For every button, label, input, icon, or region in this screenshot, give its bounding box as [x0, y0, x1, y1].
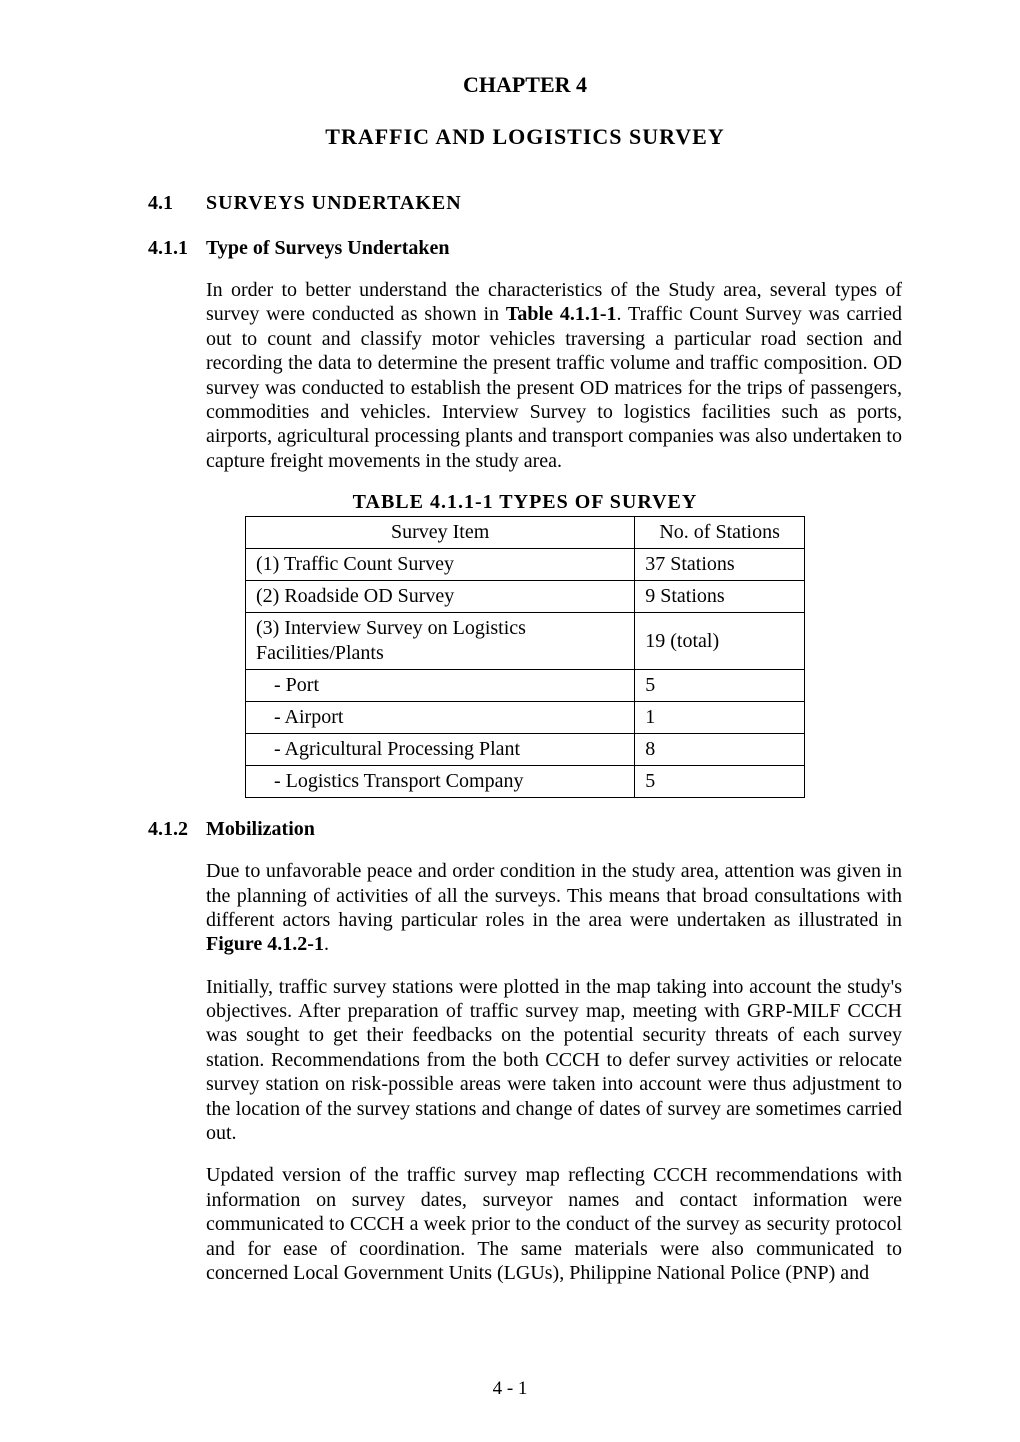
table-header-row: Survey Item No. of Stations: [246, 517, 805, 549]
table-row: - Agricultural Processing Plant8: [246, 734, 805, 766]
section-4-1-2-paragraph-2: Initially, traffic survey stations were …: [206, 975, 902, 1146]
figure-ref: Figure 4.1.2-1: [206, 933, 324, 955]
table-4-1-1-1: Survey Item No. of Stations (1) Traffic …: [245, 516, 805, 798]
para-text-post: .: [324, 933, 329, 955]
subsection-title: Type of Surveys Undertaken: [206, 237, 450, 260]
table-cell-count: 1: [635, 702, 805, 734]
table-cell-item: - Airport: [246, 702, 635, 734]
chapter-subtitle: TRAFFIC AND LOGISTICS SURVEY: [148, 124, 902, 150]
table-cell-count: 37 Stations: [635, 549, 805, 581]
section-number: 4.1: [148, 192, 206, 215]
chapter-title: CHAPTER 4: [148, 72, 902, 98]
section-4-1-heading: 4.1 SURVEYS UNDERTAKEN: [148, 192, 902, 215]
table-row: (1) Traffic Count Survey37 Stations: [246, 549, 805, 581]
table-4-1-1-1-caption: TABLE 4.1.1-1 TYPES OF SURVEY: [148, 491, 902, 514]
subsection-title: Mobilization: [206, 818, 315, 841]
section-4-1-2-paragraph-3: Updated version of the traffic survey ma…: [206, 1163, 902, 1285]
table-cell-item: - Logistics Transport Company: [246, 766, 635, 798]
subsection-number: 4.1.2: [148, 818, 206, 841]
para-text-pre: Due to unfavorable peace and order condi…: [206, 860, 902, 931]
table-cell-item: - Port: [246, 670, 635, 702]
page-number: 4 - 1: [0, 1378, 1020, 1400]
table-cell-count: 19 (total): [635, 613, 805, 670]
table-row: - Airport1: [246, 702, 805, 734]
table-row: (2) Roadside OD Survey9 Stations: [246, 581, 805, 613]
table-row: - Port5: [246, 670, 805, 702]
table-cell-count: 5: [635, 766, 805, 798]
section-4-1-2-heading: 4.1.2 Mobilization: [148, 818, 902, 841]
table-cell-count: 8: [635, 734, 805, 766]
section-title: SURVEYS UNDERTAKEN: [206, 192, 462, 215]
table-header-count: No. of Stations: [635, 517, 805, 549]
table-row: - Logistics Transport Company5: [246, 766, 805, 798]
page: CHAPTER 4 TRAFFIC AND LOGISTICS SURVEY 4…: [0, 0, 1020, 1442]
para-text-post: . Traffic Count Survey was carried out t…: [206, 303, 902, 471]
table-row: (3) Interview Survey on Logistics Facili…: [246, 613, 805, 670]
section-4-1-1-heading: 4.1.1 Type of Surveys Undertaken: [148, 237, 902, 260]
table-cell-item: (1) Traffic Count Survey: [246, 549, 635, 581]
table-ref: Table 4.1.1-1: [506, 303, 617, 325]
table-cell-item: - Agricultural Processing Plant: [246, 734, 635, 766]
table-cell-count: 5: [635, 670, 805, 702]
table-cell-item: (3) Interview Survey on Logistics Facili…: [246, 613, 635, 670]
table-cell-count: 9 Stations: [635, 581, 805, 613]
table-header-item: Survey Item: [246, 517, 635, 549]
section-4-1-2-paragraph-1: Due to unfavorable peace and order condi…: [206, 859, 902, 957]
subsection-number: 4.1.1: [148, 237, 206, 260]
table-cell-item: (2) Roadside OD Survey: [246, 581, 635, 613]
section-4-1-1-paragraph: In order to better understand the charac…: [206, 278, 902, 473]
